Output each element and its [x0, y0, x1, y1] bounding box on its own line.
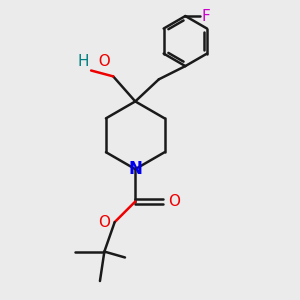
Text: O: O [89, 54, 110, 69]
Text: F: F [202, 8, 210, 23]
Text: O: O [168, 194, 180, 209]
Text: N: N [128, 160, 142, 178]
Text: O: O [98, 214, 110, 230]
Text: H: H [77, 54, 89, 69]
